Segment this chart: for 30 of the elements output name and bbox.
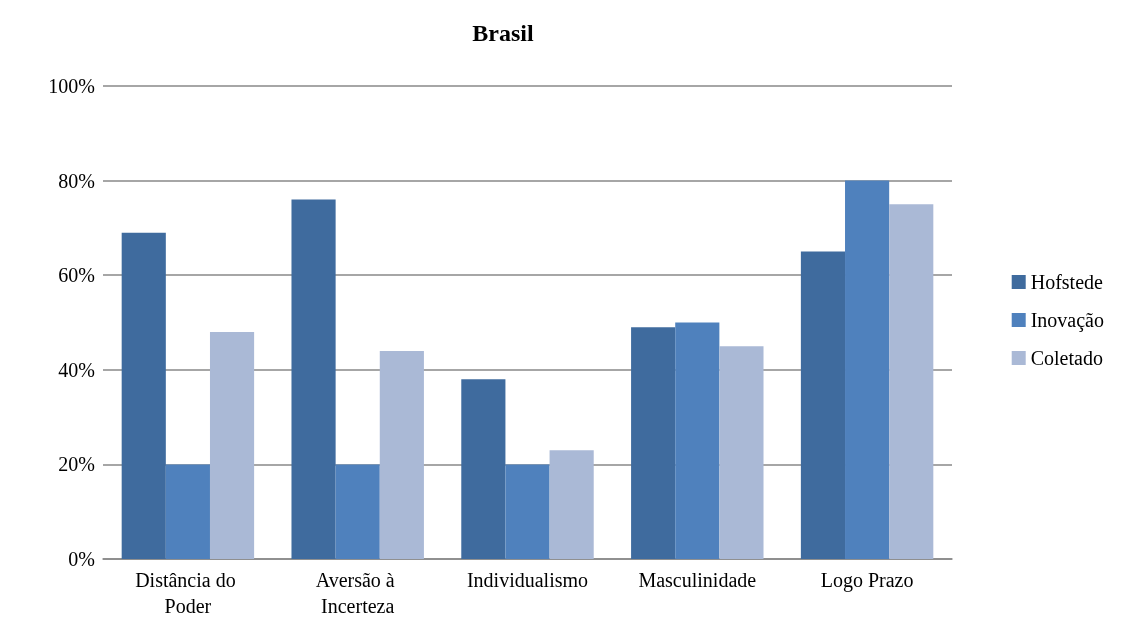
bar — [675, 322, 720, 559]
bar — [889, 204, 934, 559]
y-tick-label: 0% — [68, 548, 95, 570]
x-tick-label: Aversão à Incerteza — [315, 569, 400, 617]
y-tick-label: 20% — [58, 453, 95, 476]
y-tick-label: 80% — [58, 169, 95, 192]
bar — [291, 199, 336, 559]
bar — [121, 232, 166, 559]
bar — [845, 180, 890, 559]
legend-label: Inovação — [1030, 309, 1105, 332]
bar — [505, 464, 550, 559]
chart-title: Brasil — [472, 20, 534, 46]
bar — [631, 327, 676, 559]
bar — [379, 350, 424, 559]
legend-label: Coletado — [1030, 347, 1103, 369]
bar — [209, 331, 255, 559]
bar — [165, 464, 210, 559]
y-tick-label: 60% — [58, 264, 95, 287]
bar — [335, 464, 380, 559]
bar — [461, 379, 506, 559]
x-tick-label: Masculinidade — [638, 569, 757, 591]
bar — [719, 346, 764, 559]
bar — [800, 251, 846, 559]
y-tick-label: 40% — [58, 358, 95, 381]
x-tick-label: Individualismo — [466, 569, 589, 591]
bar — [549, 450, 594, 559]
x-tick-label: Logo Prazo — [820, 569, 914, 592]
legend-label: Hofstede — [1030, 271, 1104, 293]
x-tick-label: Distância do Poder — [135, 569, 241, 617]
y-tick-label: 100% — [48, 75, 95, 97]
